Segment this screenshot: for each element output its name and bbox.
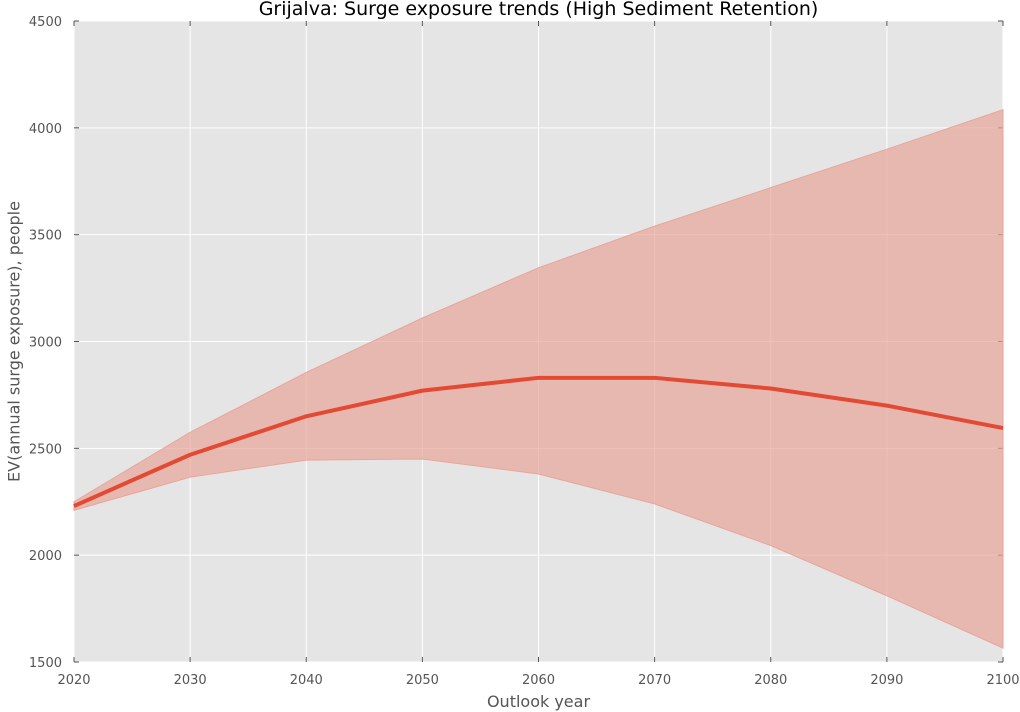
x-tick-label: 2100 bbox=[986, 673, 1019, 688]
x-tick-label: 2050 bbox=[406, 673, 439, 688]
series-line bbox=[73, 375, 1004, 508]
y-tick-label: 2000 bbox=[29, 549, 62, 564]
x-tick-label: 2090 bbox=[870, 673, 903, 688]
x-tick-label: 2060 bbox=[522, 673, 555, 688]
y-tick-label: 4000 bbox=[29, 122, 62, 137]
x-axis-label: Outlook year bbox=[487, 692, 591, 711]
y-tick-label: 3000 bbox=[29, 336, 62, 351]
y-axis-label: EV(annual surge exposure), people bbox=[5, 201, 24, 482]
y-tick-labels: 1500 2000 2500 3000 3500 4000 4500 bbox=[29, 15, 62, 671]
x-tick-label: 2020 bbox=[57, 673, 90, 688]
x-tick-label: 2040 bbox=[290, 673, 323, 688]
x-tick-label: 2030 bbox=[174, 673, 207, 688]
x-tick-label: 2070 bbox=[638, 673, 671, 688]
chart-title: Grijalva: Surge exposure trends (High Se… bbox=[259, 0, 819, 20]
x-tick-label: 2080 bbox=[754, 673, 787, 688]
x-tick-labels: 2020 2030 2040 2050 2060 2070 2080 2090 2100 bbox=[57, 673, 1019, 688]
y-tick-label: 3500 bbox=[29, 229, 62, 244]
y-tick-label: 1500 bbox=[29, 656, 62, 671]
y-tick-label: 2500 bbox=[29, 442, 62, 457]
y-tick-label: 4500 bbox=[29, 15, 62, 30]
